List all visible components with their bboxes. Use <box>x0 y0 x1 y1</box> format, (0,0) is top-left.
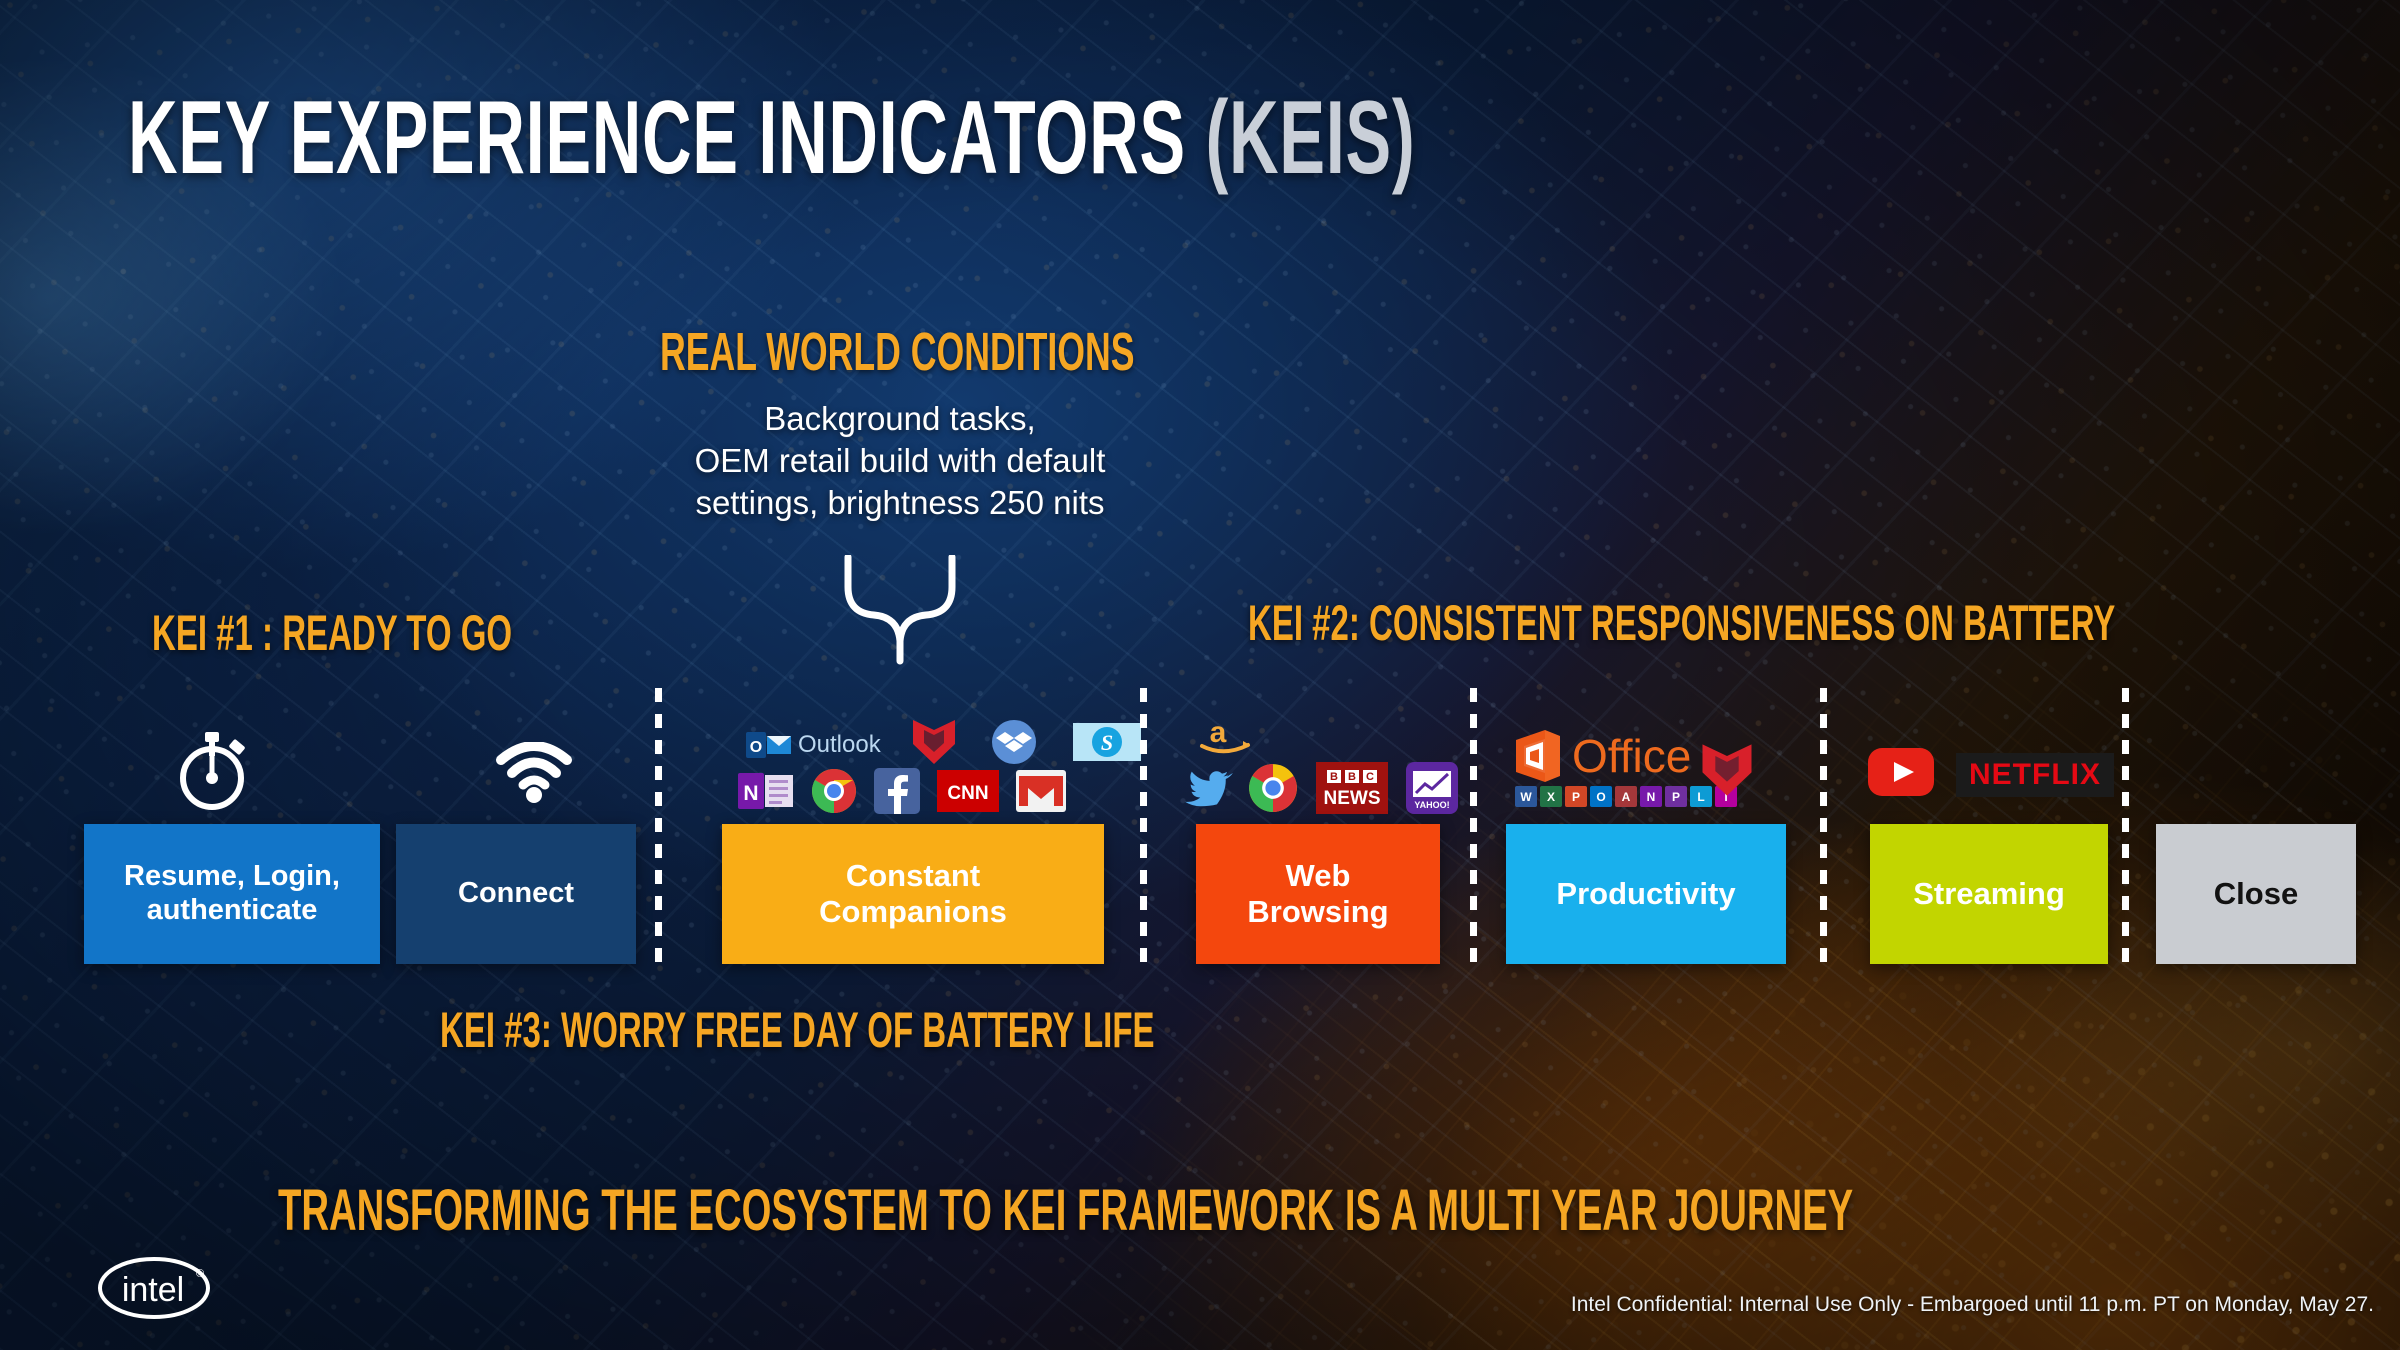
chrome-logo <box>811 768 857 819</box>
divider-2 <box>1140 688 1147 966</box>
confidentiality-note: Intel Confidential: Internal Use Only - … <box>1570 1293 2374 1316</box>
outlook-logo: O Outlook <box>746 730 881 760</box>
netflix-wordmark: NETFLIX <box>1969 757 2101 791</box>
netflix-logo: NETFLIX <box>1956 752 2114 797</box>
kei-2-heading: KEI #2: CONSISTENT RESPONSIVENESS ON BAT… <box>1248 595 2116 651</box>
box-close[interactable]: Close <box>2156 824 2356 964</box>
box-label-line-1: Constant <box>845 858 981 894</box>
divider-3 <box>1470 688 1477 966</box>
svg-text:S: S <box>1101 730 1113 755</box>
box-label: Connect <box>458 877 574 910</box>
skype-logo: S <box>1072 723 1141 766</box>
divider-1 <box>655 688 662 966</box>
kei-3-heading: KEI #3: WORRY FREE DAY OF BATTERY LIFE <box>440 1002 1155 1058</box>
office-tile-publisher: P <box>1665 786 1687 807</box>
svg-text:CNN: CNN <box>947 783 988 804</box>
yahoo-finance-logo: YAHOO! <box>1406 762 1458 819</box>
amazon-logo: a <box>1196 714 1256 761</box>
gmail-logo <box>1016 770 1066 817</box>
rwc-line-1: Background tasks, <box>764 400 1036 437</box>
youtube-logo <box>1868 748 1934 801</box>
office-tile-onenote: N <box>1640 786 1662 807</box>
kei-1-heading: KEI #1 : READY TO GO <box>152 605 513 661</box>
twitter-logo <box>1182 766 1234 815</box>
svg-text:B: B <box>1348 771 1356 783</box>
box-connect[interactable]: Connect <box>396 824 636 964</box>
intel-wordmark: intel <box>122 1271 184 1309</box>
real-world-conditions-heading: REAL WORLD CONDITIONS <box>660 322 1135 382</box>
svg-text:C: C <box>1366 771 1374 783</box>
box-productivity[interactable]: Productivity <box>1506 824 1786 964</box>
box-label-line-1: Resume, Login, <box>124 860 340 893</box>
office-tile-excel: X <box>1540 786 1562 807</box>
outlook-label: Outlook <box>798 730 881 758</box>
office-tile-powerpoint: P <box>1565 786 1587 807</box>
chrome-logo <box>1248 763 1298 818</box>
office-tile-lync: L <box>1690 786 1712 807</box>
divider-4 <box>1820 688 1827 966</box>
svg-text:a: a <box>1210 716 1227 749</box>
box-label: Streaming <box>1913 876 2065 912</box>
office-wordmark: Office <box>1572 730 1692 782</box>
mcafee-logo <box>911 718 957 771</box>
cnn-logo: CNN <box>937 770 999 817</box>
office-tile-word: W <box>1515 786 1537 807</box>
svg-text:O: O <box>750 739 762 756</box>
svg-text:NEWS: NEWS <box>1324 788 1381 809</box>
divider-5 <box>2122 688 2129 966</box>
curly-brace-down-icon <box>840 553 960 670</box>
office-logo: Office <box>1512 728 1691 784</box>
intel-logo: intel ® <box>95 1252 213 1329</box>
svg-text:B: B <box>1330 771 1338 783</box>
bottom-banner: TRANSFORMING THE ECOSYSTEM TO KEI FRAMEW… <box>278 1178 1854 1243</box>
svg-text:®: ® <box>196 1268 204 1280</box>
dropbox-logo <box>991 719 1037 770</box>
box-web-browsing[interactable]: Web Browsing <box>1196 824 1440 964</box>
office-tile-access: A <box>1615 786 1637 807</box>
wifi-icon <box>495 741 573 809</box>
box-label: Productivity <box>1556 876 1736 912</box>
stopwatch-icon <box>172 730 252 817</box>
onenote-logo: N <box>738 771 794 816</box>
svg-text:N: N <box>743 782 758 805</box>
rwc-line-3: settings, brightness 250 nits <box>695 484 1105 522</box>
constant-companions-logos-row-2: N C <box>738 768 1066 819</box>
box-label-line-2: authenticate <box>146 894 318 926</box>
mcafee-logo <box>1700 742 1754 803</box>
page-title-suffix: (KEIS) <box>1205 80 1416 196</box>
office-tile-outlook: O <box>1590 786 1612 807</box>
box-label-line-2: Browsing <box>1247 894 1389 929</box>
yahoo-label: YAHOO! <box>1414 800 1449 810</box>
office-app-tiles: W X P O A N P L I <box>1515 786 1737 807</box>
box-label-line-1: Web <box>1285 858 1351 894</box>
box-label: Close <box>2213 876 2299 912</box>
page-title: KEY EXPERIENCE INDICATORS (KEIS) <box>128 86 1415 190</box>
streaming-logos: NETFLIX <box>1868 748 2114 801</box>
box-label-line-2: Companions <box>819 894 1007 929</box>
box-constant-companions[interactable]: Constant Companions <box>722 824 1104 964</box>
box-streaming[interactable]: Streaming <box>1870 824 2108 964</box>
rwc-line-2: OEM retail build with default <box>694 442 1106 480</box>
box-resume-login-authenticate[interactable]: Resume, Login, authenticate <box>84 824 380 964</box>
facebook-logo <box>874 768 920 819</box>
page-title-main: KEY EXPERIENCE INDICATORS <box>128 80 1206 196</box>
constant-companions-logos-row-1: O Outlook S <box>746 718 1141 771</box>
real-world-conditions-text: Background tasks, OEM retail build with … <box>600 398 1200 525</box>
